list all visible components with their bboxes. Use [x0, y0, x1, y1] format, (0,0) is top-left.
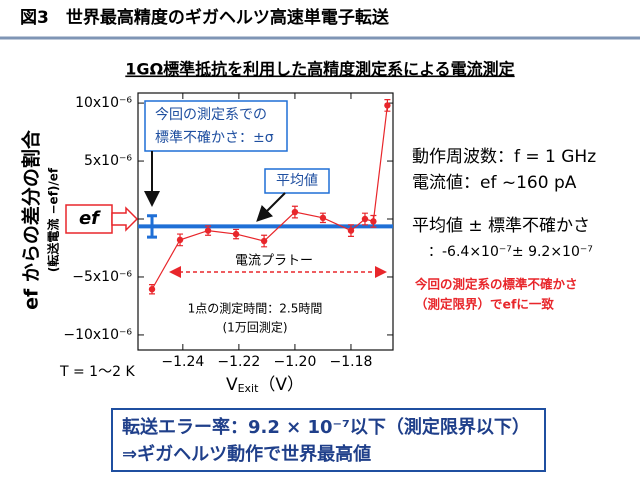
data-point [384, 102, 391, 109]
arrow [256, 192, 286, 222]
x-label: V [226, 375, 238, 395]
data-point [204, 227, 212, 234]
data-point [319, 214, 327, 222]
uncertainty-bar [147, 214, 158, 239]
stats-prefix: ： [428, 244, 442, 260]
info-frequency: 動作周波数：f = 1 GHz [412, 147, 596, 167]
chart-title: 1GΩ標準抵抗を利用した高精度測定系による電流測定 [125, 60, 514, 79]
plateau-label: 電流プラトー [235, 254, 313, 269]
ef-box [65, 204, 113, 234]
time-note: (1万回測定) [223, 320, 288, 335]
y-axis-sublabel: (転送電流 −ef)/ef [46, 167, 61, 272]
y-tick-label: −5x10⁻⁶ [72, 269, 132, 285]
uncertainty-box [144, 100, 288, 152]
uncertainty-box-text: 今回の測定系での [155, 107, 267, 123]
conclusion: ⇒ギガヘルツ動作で世界最高値 [122, 443, 371, 465]
data-point [370, 218, 377, 225]
ef-arrow [111, 206, 139, 232]
y-axis-label: ef からの差分の割合 [20, 129, 43, 310]
uncertainty-label: 9.2×10⁻⁷ [528, 244, 593, 260]
mean-box-text: 平均値 [276, 173, 318, 189]
data-point [260, 237, 268, 245]
x-axis-label: VExit（V） [226, 375, 304, 395]
y-tick-label: 5x10⁻⁶ [84, 153, 132, 169]
data-point [291, 208, 299, 216]
note: 今回の測定系の標準不確かさ [414, 277, 578, 292]
plateau-label-bg [228, 252, 320, 270]
uncertainty-box-text: 標準不確かさ：±σ [155, 130, 274, 146]
mean-label: -6.4×10⁻⁷ [442, 244, 512, 260]
x-tick-label: −1.22 [217, 354, 260, 370]
slide-header: 図3 世界最高精度のギガヘルツ高速単電子転送 [20, 7, 390, 28]
conclusion-box [111, 408, 546, 472]
data-point [347, 227, 355, 234]
y-tick-label: 10x10⁻⁶ [75, 95, 132, 111]
stats-pm: ± [512, 244, 528, 260]
x-label-unit: （V） [258, 375, 304, 395]
stats-values: ：-6.4×10⁻⁷± 9.2×10⁻⁷ [428, 244, 593, 260]
data-point [176, 236, 184, 244]
x-tick-label: −1.18 [330, 354, 373, 370]
data-point [148, 286, 156, 293]
info-current: 電流値：ef ~160 pA [412, 173, 577, 193]
x-label-subscript: Exit [238, 382, 260, 395]
conclusion: 転送エラー率：9.2 × 10⁻⁷以下（測定限界以下） [122, 416, 530, 438]
data-point [361, 215, 369, 223]
time-note: 1点の測定時間：2.5時間 [188, 301, 323, 316]
x-tick-label: −1.20 [273, 354, 316, 370]
y-tick-label: −10x10⁻⁶ [63, 327, 132, 343]
data-point [232, 230, 240, 238]
mean-box [264, 168, 330, 194]
ef-box-text: ef [79, 208, 101, 229]
plot-frame [137, 92, 394, 351]
note: （測定限界）でefに一致 [415, 297, 554, 312]
temperature: T = 1～2 K [59, 364, 135, 380]
x-tick-label: −1.24 [161, 354, 204, 370]
stats-heading: 平均値 ± 標準不確かさ [412, 216, 590, 236]
